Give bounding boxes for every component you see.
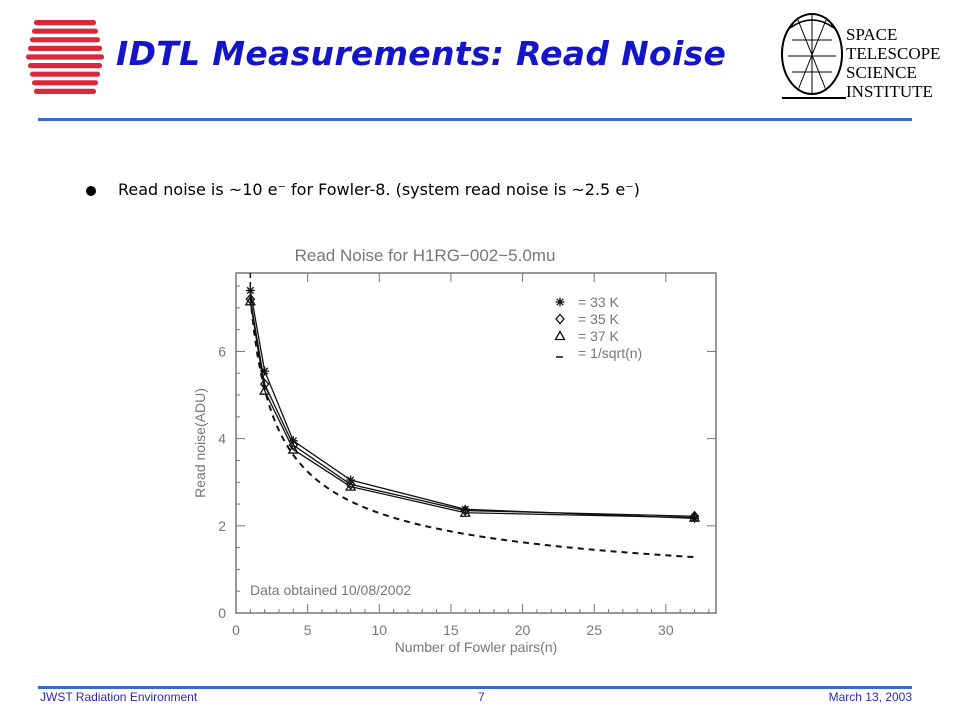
y-tick-label: 2 (218, 518, 226, 534)
logo-stripe (34, 20, 96, 26)
logo-stripe (32, 80, 98, 86)
x-tick-label: 0 (232, 622, 240, 638)
x-tick-label: 5 (304, 622, 312, 638)
y-tick-label: 0 (218, 605, 226, 621)
legend-marker-diamond (555, 313, 565, 325)
x-tick-label: 10 (371, 622, 387, 638)
series-line-0 (249, 290, 695, 520)
logo-stripe (34, 88, 96, 94)
logo-stripe (30, 71, 100, 77)
footer-date: March 13, 2003 (828, 690, 912, 704)
read-noise-chart: Read Noise for H1RG−002−5.0mu 0 5 10 15 20 25… (192, 246, 717, 655)
top-divider (38, 118, 912, 121)
legend-label: = 37 K (578, 328, 620, 344)
data-point-triangle (244, 295, 256, 306)
logo-stripe (28, 45, 102, 51)
stsci-line-1: SPACE (846, 25, 897, 44)
stsci-line-3: SCIENCE (846, 63, 917, 82)
data-point-diamond (245, 293, 256, 305)
logo-stripe (28, 63, 102, 69)
logo-stripe (30, 37, 100, 43)
chart-annotation: Data obtained 10/08/2002 (250, 582, 411, 598)
data-point-asterisk (260, 366, 270, 376)
page-title: IDTL Measurements: Read Noise (116, 34, 727, 73)
stsci-line-2: TELESCOPE (846, 44, 940, 63)
data-point-triangle (287, 443, 299, 454)
legend-label: = 33 K (578, 294, 620, 310)
striped-globe-logo-icon (26, 20, 104, 94)
x-tick-label: 30 (658, 622, 674, 638)
data-point-triangle (459, 506, 471, 517)
data-point-diamond (259, 378, 270, 390)
data-point-triangle (345, 480, 357, 491)
y-tick-label: 4 (218, 431, 226, 447)
logo-stripe (32, 28, 98, 34)
bullet-icon (86, 186, 96, 196)
legend-marker-triangle (554, 330, 566, 341)
bottom-divider (38, 686, 912, 689)
legend-label: = 35 K (578, 311, 620, 327)
data-point-diamond (460, 505, 471, 517)
footer-left: JWST Radiation Environment (40, 690, 198, 704)
x-axis-label: Number of Fowler pairs(n) (395, 639, 558, 655)
x-tick-label: 15 (443, 622, 459, 638)
footer-page-number: 7 (478, 690, 485, 704)
data-point-triangle (259, 384, 271, 395)
logo-stripe (26, 54, 104, 60)
stsci-line-4: INSTITUTE (846, 82, 933, 101)
y-axis-label: Read noise(ADU) (192, 388, 208, 498)
series-line-2 (249, 301, 695, 519)
stsci-telescope-logo-icon: SPACE TELESCOPE SCIENCE INSTITUTE (781, 13, 940, 101)
data-point-triangle (688, 511, 701, 522)
data-point-asterisk (245, 285, 255, 295)
data-point-diamond (345, 478, 356, 490)
x-tick-label: 25 (586, 622, 602, 638)
plot-frame (235, 272, 717, 614)
data-point-diamond (288, 439, 299, 451)
x-tick-label: 20 (515, 622, 531, 638)
chart-title: Read Noise for H1RG−002−5.0mu (295, 246, 556, 265)
y-tick-label: 6 (218, 343, 226, 359)
series-line-1 (249, 299, 695, 517)
reference-curve (249, 296, 695, 559)
legend-marker-asterisk (555, 297, 565, 307)
legend-label: = 1/sqrt(n) (578, 345, 642, 361)
bullet-text: Read noise is ~10 e⁻ for Fowler-8. (syst… (118, 180, 640, 199)
